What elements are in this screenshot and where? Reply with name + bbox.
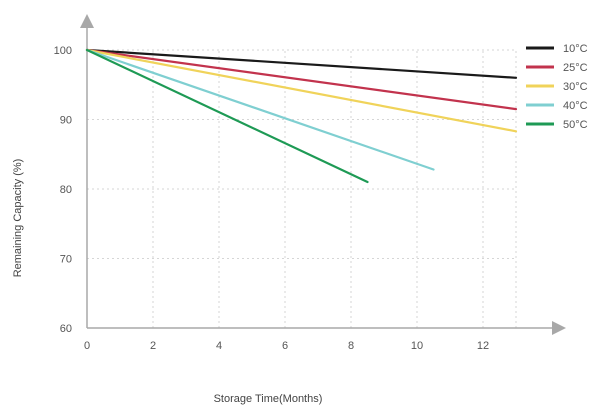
x-tick-label: 2 xyxy=(150,340,156,352)
y-tick-label: 70 xyxy=(60,254,72,266)
x-tick-label: 0 xyxy=(84,340,90,352)
x-axis-arrow xyxy=(552,321,566,335)
x-tick-label: 10 xyxy=(411,340,423,352)
legend-label: 10°C xyxy=(563,43,588,55)
y-tick-label: 90 xyxy=(60,115,72,127)
legend-label: 30°C xyxy=(563,81,588,93)
series-line xyxy=(85,48,369,184)
series-line xyxy=(85,48,518,111)
series-line xyxy=(85,48,518,133)
x-tick-label: 8 xyxy=(348,340,354,352)
y-axis-arrow xyxy=(80,14,94,28)
series-line xyxy=(85,48,435,171)
y-tick-labels: 60 70 80 90 100 xyxy=(54,45,72,335)
y-tick-label: 80 xyxy=(60,184,72,196)
legend: 10°C 25°C 30°C 40°C 50°C xyxy=(526,43,588,131)
x-tick-label: 4 xyxy=(216,340,222,352)
y-tick-label: 60 xyxy=(60,323,72,335)
y-axis-title: Remaining Capacity (%) xyxy=(12,159,24,278)
series xyxy=(85,48,518,184)
series-line xyxy=(85,48,518,79)
y-tick-label: 100 xyxy=(54,45,72,57)
x-axis-title: Storage Time(Months) xyxy=(214,393,323,405)
x-tick-label: 6 xyxy=(282,340,288,352)
axes xyxy=(80,14,566,335)
legend-label: 50°C xyxy=(563,119,588,131)
legend-label: 40°C xyxy=(563,100,588,112)
legend-label: 25°C xyxy=(563,62,588,74)
x-tick-label: 12 xyxy=(477,340,489,352)
x-tick-labels: 0 2 4 6 8 10 12 xyxy=(84,340,489,352)
